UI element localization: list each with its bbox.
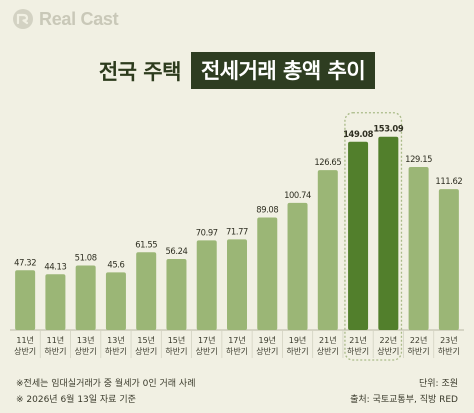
x-tick-label-half: 하반기 bbox=[165, 346, 187, 356]
x-tick-label-half: 상반기 bbox=[377, 346, 399, 356]
bar-value-label: 70.97 bbox=[196, 227, 218, 237]
unit-label: 단위: 조원 bbox=[418, 379, 458, 389]
bar bbox=[196, 240, 217, 330]
bar-value-label: 89.08 bbox=[256, 205, 278, 215]
x-tick-label-year: 21년 bbox=[319, 335, 337, 345]
chart-title: 전국 주택 전세거래 총액 추이 bbox=[0, 52, 474, 89]
x-tick-label-year: 21년 bbox=[349, 335, 367, 345]
x-tick-label-year: 22년 bbox=[410, 335, 428, 345]
x-tick-label-year: 17년 bbox=[228, 335, 246, 345]
bar-value-label: 153.09 bbox=[373, 124, 403, 134]
x-tick-label-year: 17년 bbox=[198, 335, 216, 345]
source-label: 출처: 국토교통부, 직방 RED bbox=[350, 395, 458, 405]
bar-value-label: 44.13 bbox=[44, 261, 66, 271]
bar-value-label: 56.24 bbox=[165, 246, 187, 256]
bar-value-label: 126.65 bbox=[314, 157, 341, 167]
x-tick-label-year: 19년 bbox=[258, 335, 276, 345]
bar-value-label: 45.6 bbox=[107, 259, 124, 269]
x-tick-label-year: 15년 bbox=[137, 335, 155, 345]
x-tick-label-year: 11년 bbox=[47, 335, 65, 345]
x-tick-label-year: 22년 bbox=[380, 335, 398, 345]
x-tick-label-half: 하반기 bbox=[408, 346, 430, 356]
bar bbox=[438, 189, 459, 330]
bar-value-label: 129.15 bbox=[405, 154, 432, 164]
chart-title-part1: 전국 주택 bbox=[98, 59, 182, 84]
x-tick-label-year: 13년 bbox=[107, 335, 125, 345]
bar-value-label: 100.74 bbox=[284, 190, 311, 200]
brand-logo: Real Cast bbox=[12, 8, 119, 30]
bar bbox=[75, 265, 96, 330]
x-tick-label-year: 15년 bbox=[168, 335, 186, 345]
bar bbox=[287, 202, 308, 330]
x-tick-label-half: 상반기 bbox=[256, 346, 278, 356]
x-tick-label-half: 상반기 bbox=[317, 346, 339, 356]
x-tick-label-half: 하반기 bbox=[105, 346, 127, 356]
bar-value-label: 149.08 bbox=[343, 129, 373, 139]
bar bbox=[105, 272, 126, 330]
x-tick-label-half: 하반기 bbox=[286, 346, 308, 356]
bar bbox=[227, 239, 247, 330]
bar bbox=[45, 274, 66, 330]
x-tick-label-half: 상반기 bbox=[196, 346, 218, 356]
x-tick-label-half: 하반기 bbox=[438, 346, 460, 356]
x-tick-label-half: 하반기 bbox=[226, 346, 248, 356]
bar-value-label: 71.77 bbox=[226, 226, 248, 236]
bar bbox=[15, 270, 36, 330]
x-tick-label-half: 상반기 bbox=[135, 346, 157, 356]
bar bbox=[136, 252, 157, 330]
bar-value-label: 47.32 bbox=[14, 257, 36, 267]
x-tick-label-half: 상반기 bbox=[14, 346, 36, 356]
x-tick-label-half: 하반기 bbox=[44, 346, 66, 356]
bar bbox=[378, 136, 399, 330]
brand-name: Real Cast bbox=[39, 8, 119, 29]
bar bbox=[257, 217, 278, 330]
x-tick-label-year: 23년 bbox=[440, 335, 458, 345]
bar bbox=[317, 170, 338, 330]
bar-value-label: 111.62 bbox=[435, 176, 462, 186]
bar bbox=[166, 258, 187, 330]
bar-value-label: 61.55 bbox=[135, 239, 157, 249]
bar-value-label: 51.08 bbox=[75, 253, 97, 263]
realcast-logo-icon bbox=[13, 9, 33, 29]
x-tick-label-year: 11년 bbox=[16, 335, 34, 345]
highlight-frame bbox=[344, 112, 403, 361]
bar bbox=[408, 166, 429, 330]
chart-title-part2: 전세거래 총액 추이 bbox=[190, 52, 376, 89]
x-tick-label-half: 하반기 bbox=[347, 346, 369, 356]
footnote-definition: ※전세는 임대실거래가 중 월세가 0인 거래 사례 bbox=[16, 379, 196, 389]
x-tick-label-year: 13년 bbox=[77, 335, 95, 345]
bar bbox=[348, 141, 369, 330]
footnote-date: ※ 2026년 6월 13일 자료 기준 bbox=[16, 395, 136, 405]
x-tick-label-half: 상반기 bbox=[75, 346, 97, 356]
x-tick-label-year: 19년 bbox=[289, 335, 307, 345]
